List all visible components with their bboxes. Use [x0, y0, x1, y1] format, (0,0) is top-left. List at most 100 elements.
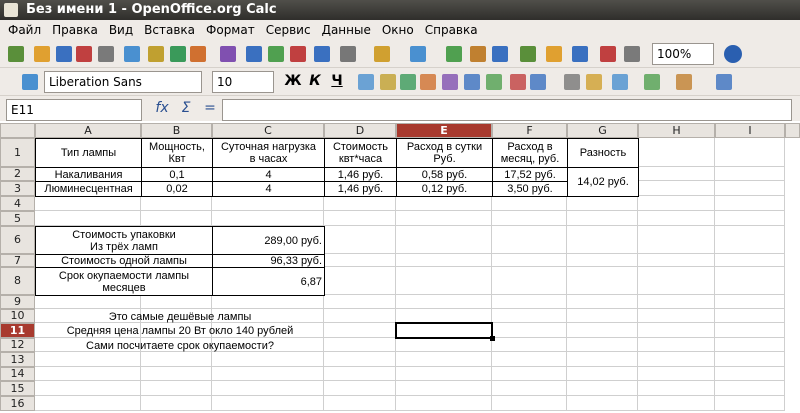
- column-header[interactable]: H: [638, 123, 715, 138]
- cell[interactable]: Сами посчитаете срок окупаемости?: [86, 339, 274, 352]
- grid-cell[interactable]: [638, 323, 715, 338]
- column-header[interactable]: G: [567, 123, 638, 138]
- column-header[interactable]: B: [141, 123, 212, 138]
- grid-cell[interactable]: [638, 396, 715, 411]
- grid-cell[interactable]: [715, 396, 785, 411]
- cell[interactable]: 0,1: [141, 167, 213, 182]
- grid-cell[interactable]: [35, 323, 141, 338]
- grid-cell[interactable]: [492, 367, 567, 381]
- grid-cell[interactable]: [324, 367, 396, 381]
- toolbar-button[interactable]: [420, 74, 436, 90]
- cell[interactable]: Стоимость одной лампы: [35, 254, 213, 268]
- grid-cell[interactable]: [567, 196, 638, 211]
- grid-cell[interactable]: [141, 295, 212, 309]
- cell[interactable]: 0,58 руб.: [396, 167, 493, 182]
- grid-cell[interactable]: [212, 338, 324, 352]
- toolbar-button[interactable]: [624, 46, 640, 62]
- grid-cell[interactable]: [396, 267, 492, 295]
- grid-cell[interactable]: [324, 226, 396, 254]
- row-header[interactable]: 16: [0, 396, 35, 411]
- grid-cell[interactable]: [715, 254, 785, 267]
- grid-cell[interactable]: [35, 381, 141, 396]
- column-header[interactable]: E: [396, 123, 492, 138]
- toolbar-button[interactable]: [340, 46, 356, 62]
- grid-cell[interactable]: [638, 295, 715, 309]
- toolbar-button[interactable]: [22, 74, 38, 90]
- grid-cell[interactable]: [638, 381, 715, 396]
- grid-cell[interactable]: [35, 196, 141, 211]
- toolbar-button[interactable]: [400, 74, 416, 90]
- grid-cell[interactable]: [141, 323, 212, 338]
- grid-cell[interactable]: [715, 295, 785, 309]
- column-header[interactable]: D: [324, 123, 396, 138]
- cell[interactable]: 0,12 руб.: [396, 181, 493, 197]
- row-header[interactable]: 15: [0, 381, 35, 396]
- grid-cell[interactable]: [141, 352, 212, 367]
- grid-cell[interactable]: [715, 352, 785, 367]
- grid-cell[interactable]: [35, 211, 141, 226]
- grid-cell[interactable]: [396, 381, 492, 396]
- grid-cell[interactable]: [492, 211, 567, 226]
- grid-cell[interactable]: [567, 352, 638, 367]
- grid-cell[interactable]: [396, 226, 492, 254]
- formula-button[interactable]: =: [204, 100, 216, 116]
- toolbar-button[interactable]: [446, 46, 462, 62]
- grid-cell[interactable]: [492, 352, 567, 367]
- font-size-box[interactable]: 10: [212, 71, 274, 93]
- row-header[interactable]: 8: [0, 267, 35, 295]
- toolbar-button[interactable]: [380, 74, 396, 90]
- column-header[interactable]: I: [715, 123, 785, 138]
- grid-cell[interactable]: [715, 381, 785, 396]
- cell[interactable]: Расход в месяц, руб.: [492, 138, 568, 168]
- grid-cell[interactable]: [492, 323, 567, 338]
- grid-cell[interactable]: [324, 396, 396, 411]
- grid-cell[interactable]: [715, 338, 785, 352]
- toolbar-button[interactable]: [644, 74, 660, 90]
- row-header[interactable]: 6: [0, 226, 35, 254]
- grid-cell[interactable]: [324, 267, 396, 295]
- cell[interactable]: 4: [212, 181, 325, 197]
- grid-cell[interactable]: [638, 352, 715, 367]
- toolbar-button[interactable]: [486, 74, 502, 90]
- toolbar-button[interactable]: [510, 74, 526, 90]
- cell[interactable]: Расход в сутки Руб.: [396, 138, 493, 168]
- grid-cell[interactable]: [567, 295, 638, 309]
- grid-cell[interactable]: [715, 323, 785, 338]
- grid-cell[interactable]: [324, 211, 396, 226]
- row-header[interactable]: 9: [0, 295, 35, 309]
- grid-cell[interactable]: [567, 267, 638, 295]
- menu-item[interactable]: Файл: [8, 23, 42, 37]
- grid-cell[interactable]: [396, 352, 492, 367]
- row-header[interactable]: 4: [0, 196, 35, 211]
- grid-cell[interactable]: [492, 226, 567, 254]
- toolbar-button[interactable]: [676, 74, 692, 90]
- toolbar-button[interactable]: [268, 46, 284, 62]
- toolbar-button[interactable]: [464, 74, 480, 90]
- formula-button[interactable]: fx: [155, 100, 169, 116]
- cell[interactable]: 289,00 руб.: [212, 226, 325, 255]
- grid-cell[interactable]: [324, 381, 396, 396]
- grid-cell[interactable]: [141, 196, 212, 211]
- grid-cell[interactable]: [567, 211, 638, 226]
- grid-cell[interactable]: [35, 352, 141, 367]
- format-button[interactable]: Ч: [331, 73, 343, 89]
- toolbar-button[interactable]: [612, 74, 628, 90]
- grid-cell[interactable]: [212, 396, 324, 411]
- row-header[interactable]: 11: [0, 323, 35, 338]
- cell[interactable]: 96,33 руб.: [212, 254, 325, 268]
- menu-item[interactable]: Вид: [108, 23, 134, 37]
- cell[interactable]: 3,50 руб.: [492, 181, 568, 197]
- menu-item[interactable]: Справка: [424, 23, 478, 37]
- column-header[interactable]: F: [492, 123, 567, 138]
- grid-cell[interactable]: [492, 254, 567, 267]
- grid-cell[interactable]: [638, 309, 715, 323]
- formula-input[interactable]: [222, 99, 792, 121]
- toolbar-button[interactable]: [124, 46, 140, 62]
- grid-cell[interactable]: [396, 196, 492, 211]
- cell[interactable]: 6,87: [212, 267, 325, 296]
- grid-cell[interactable]: [141, 211, 212, 226]
- row-header[interactable]: 13: [0, 352, 35, 367]
- cell[interactable]: Срок окупаемости лампы месяцев: [35, 267, 213, 296]
- grid-cell[interactable]: [492, 338, 567, 352]
- toolbar-button[interactable]: [470, 46, 486, 62]
